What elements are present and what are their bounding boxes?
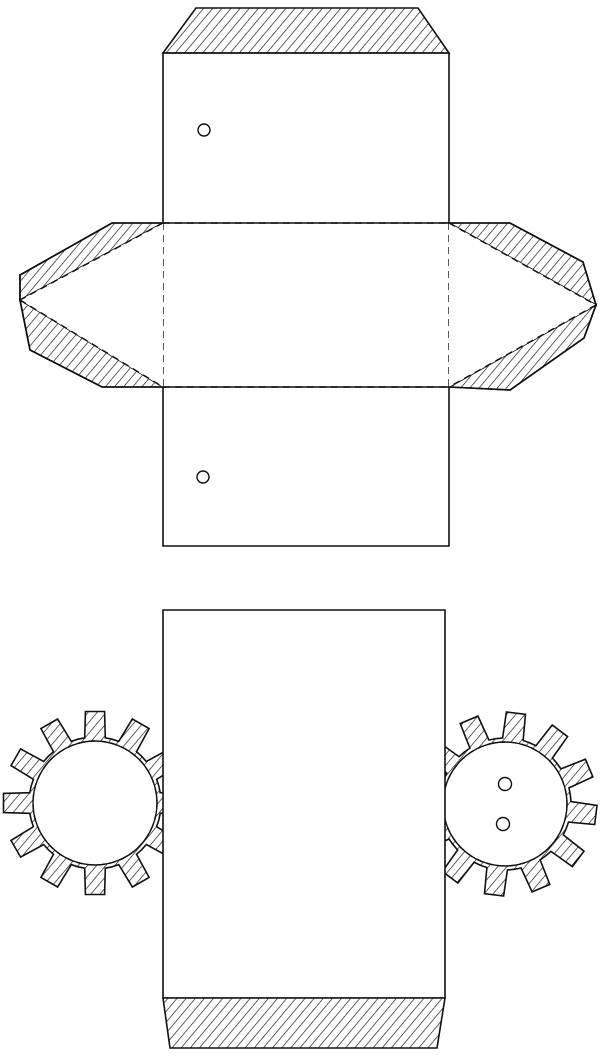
cylinder-bottom-glue-tab (162, 997, 446, 1049)
box-right-flap-face (449, 223, 596, 387)
cylinder-net (2, 609, 598, 1049)
left-gear-fold-ring (32, 740, 158, 866)
box-top-punch-hole (197, 123, 211, 137)
box-left-flap-outline (19, 222, 163, 388)
box-left-side-flap (18, 222, 166, 388)
box-net (18, 7, 598, 547)
right-gear-punch-hole-upper (497, 776, 513, 792)
box-top-panel (162, 52, 450, 224)
box-left-fold-lower (19, 299, 164, 388)
box-right-fold-upper (448, 222, 597, 306)
box-left-flap-face (20, 223, 163, 387)
box-left-fold-upper (19, 222, 164, 301)
right-gear-punch-hole-lower (495, 816, 511, 832)
box-right-fold-lower (448, 304, 597, 388)
box-right-side-flap (445, 222, 598, 391)
box-bottom-panel (162, 386, 450, 547)
box-right-flap-outline (448, 222, 597, 391)
box-bottom-punch-hole (196, 470, 210, 484)
right-gear-fold-ring (442, 741, 568, 867)
right-gear-wheel (412, 711, 598, 897)
left-gear-wheel (2, 710, 188, 896)
box-top-glue-tab (161, 7, 451, 54)
